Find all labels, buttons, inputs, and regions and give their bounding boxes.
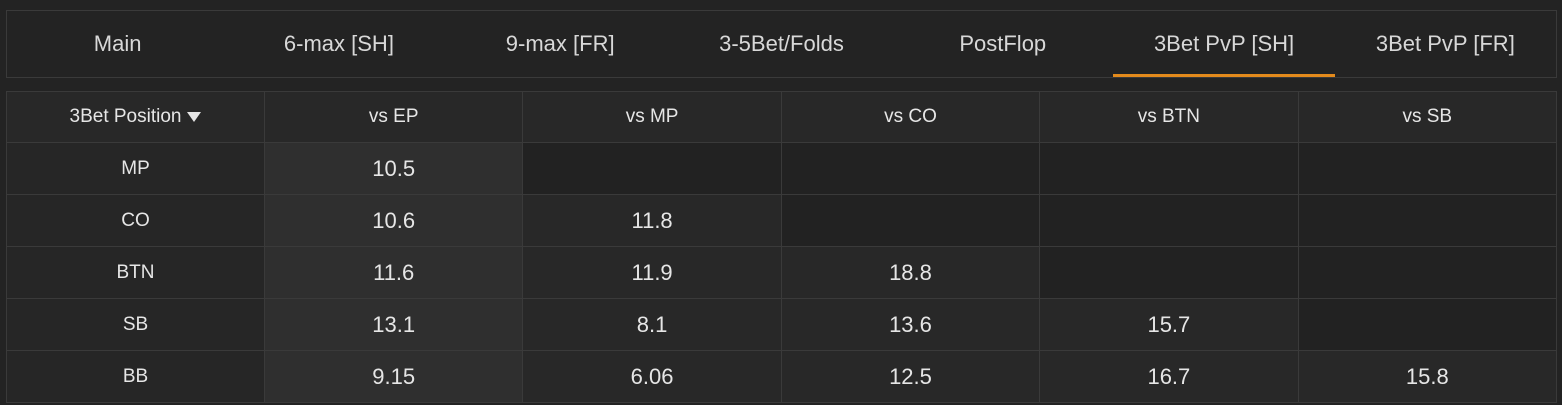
tab-label: 3Bet PvP [FR] [1375, 31, 1515, 56]
row-label: BB [6, 350, 265, 403]
table-cell: 11.6 [263, 246, 524, 299]
table-cell: 18.8 [780, 246, 1041, 299]
tab-9-max-fr[interactable]: 9-max [FR] [450, 11, 671, 77]
stats-table: 3Bet Position vs EP vs MP vs CO vs BTN v… [6, 91, 1558, 403]
table-cell [780, 142, 1041, 195]
table-row: BTN 11.6 11.9 18.8 [6, 246, 1558, 299]
tab-3-5bet-folds[interactable]: 3-5Bet/Folds [671, 11, 892, 77]
row-label: CO [6, 194, 265, 247]
column-header[interactable]: vs EP [263, 91, 524, 143]
table-cell [1039, 246, 1299, 299]
table-row: SB 13.1 8.1 13.6 15.7 [6, 298, 1558, 351]
table-cell [1039, 142, 1299, 195]
row-label: SB [6, 298, 265, 351]
tab-main[interactable]: Main [7, 11, 228, 77]
table-row: BB 9.15 6.06 12.5 16.7 15.8 [6, 350, 1558, 403]
tab-3bet-pvp-fr[interactable]: 3Bet PvP [FR] [1335, 11, 1556, 77]
table-cell [1039, 194, 1299, 247]
table-cell: 11.9 [522, 246, 782, 299]
column-header[interactable]: vs CO [780, 91, 1041, 143]
table-cell [1297, 142, 1558, 195]
table-cell [1297, 298, 1558, 351]
table-row: MP 10.5 [6, 142, 1558, 195]
table-cell: 9.15 [263, 350, 524, 403]
table-cell: 15.7 [1039, 298, 1299, 351]
table-header-row: 3Bet Position vs EP vs MP vs CO vs BTN v… [6, 91, 1558, 143]
table-cell: 6.06 [522, 350, 782, 403]
tab-label: 9-max [FR] [505, 31, 615, 56]
tab-postflop[interactable]: PostFlop [892, 11, 1113, 77]
table-cell: 16.7 [1039, 350, 1299, 403]
row-label: MP [6, 142, 265, 195]
table-cell: 11.8 [522, 194, 782, 247]
tab-6-max-sh[interactable]: 6-max [SH] [228, 11, 449, 77]
table-cell: 13.6 [780, 298, 1041, 351]
column-header[interactable]: vs MP [522, 91, 782, 143]
tab-label: 3-5Bet/Folds [719, 31, 844, 56]
table-cell: 12.5 [780, 350, 1041, 403]
tab-label: 3Bet PvP [SH] [1153, 31, 1295, 56]
tab-3bet-pvp-sh[interactable]: 3Bet PvP [SH] [1113, 11, 1335, 77]
tab-bar: Main 6-max [SH] 9-max [FR] 3-5Bet/Folds … [6, 10, 1557, 78]
position-header-label: 3Bet Position [69, 106, 182, 127]
table-cell: 10.5 [263, 142, 524, 195]
tab-label: PostFlop [959, 31, 1047, 56]
table-cell: 10.6 [263, 194, 524, 247]
row-label: BTN [6, 246, 265, 299]
position-column-header[interactable]: 3Bet Position [6, 91, 265, 143]
column-header[interactable]: vs SB [1297, 91, 1558, 143]
table-row: CO 10.6 11.8 [6, 194, 1558, 247]
tab-label: 6-max [SH] [283, 31, 394, 56]
table-cell: 15.8 [1297, 350, 1558, 403]
column-header[interactable]: vs BTN [1039, 91, 1299, 143]
tab-label: Main [93, 31, 142, 56]
table-cell [1297, 194, 1558, 247]
chevron-down-icon[interactable] [187, 111, 202, 122]
table-cell [522, 142, 782, 195]
table-cell: 8.1 [522, 298, 782, 351]
table-cell [780, 194, 1041, 247]
table-cell: 13.1 [263, 298, 524, 351]
table-cell [1297, 246, 1558, 299]
